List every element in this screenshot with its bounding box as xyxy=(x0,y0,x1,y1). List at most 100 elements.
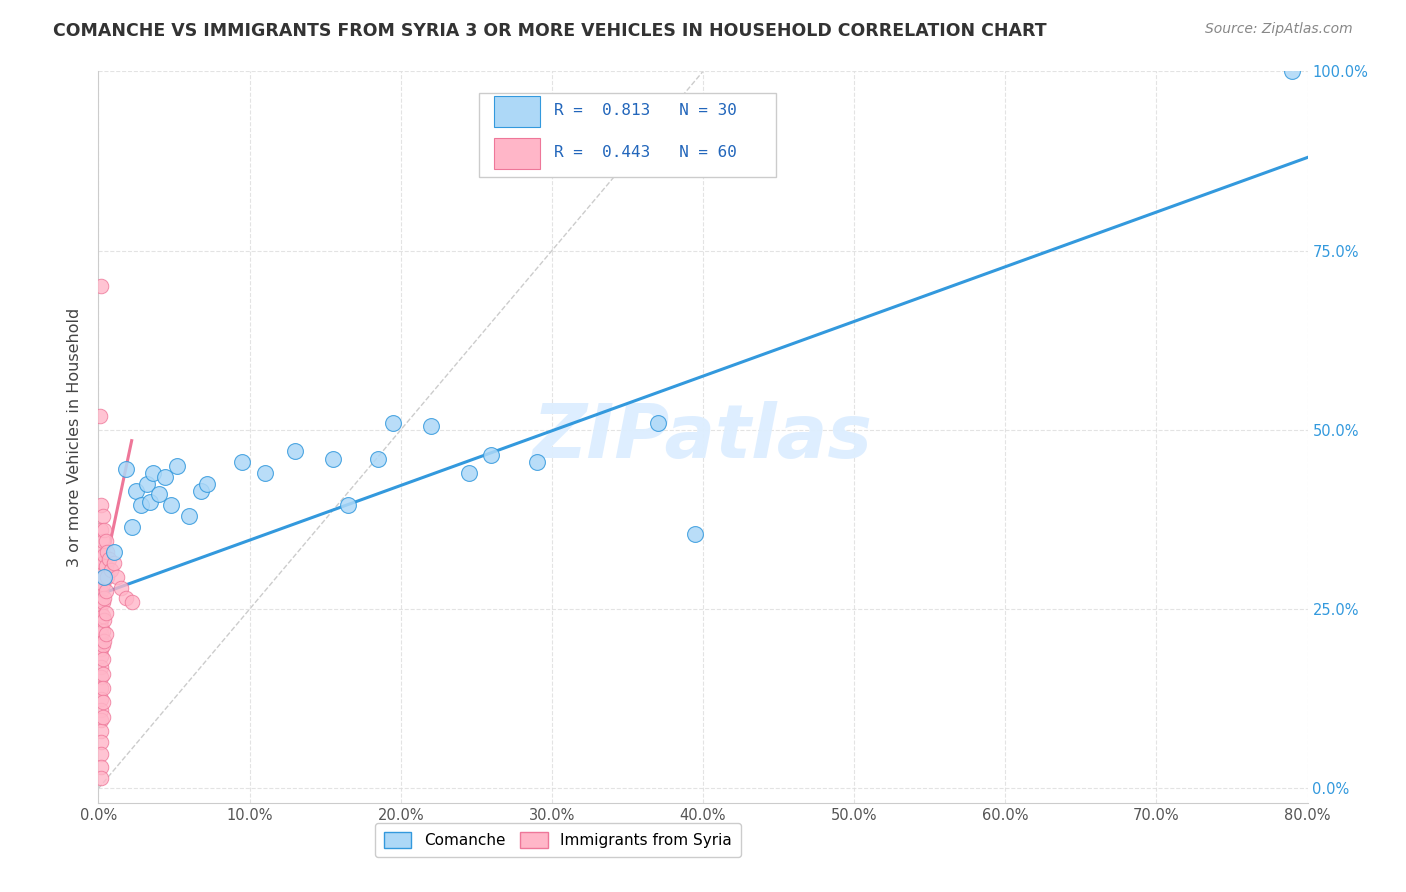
Y-axis label: 3 or more Vehicles in Household: 3 or more Vehicles in Household xyxy=(67,308,83,566)
Point xyxy=(96,545,118,559)
Point xyxy=(90,760,112,774)
Point xyxy=(647,416,669,430)
Point xyxy=(253,466,276,480)
Point xyxy=(103,556,125,570)
Point xyxy=(90,498,112,512)
Point xyxy=(148,487,170,501)
Point xyxy=(685,527,707,541)
Point xyxy=(90,574,112,588)
Point xyxy=(135,476,157,491)
Point xyxy=(90,747,112,761)
Point xyxy=(142,466,165,480)
Point xyxy=(96,570,118,584)
Point xyxy=(231,455,253,469)
Point xyxy=(90,524,112,538)
Point xyxy=(91,710,114,724)
Point xyxy=(160,498,183,512)
Point xyxy=(94,534,117,549)
Point xyxy=(91,666,114,681)
Point xyxy=(121,595,143,609)
Point xyxy=(322,451,344,466)
Point xyxy=(457,466,479,480)
Point xyxy=(91,508,114,523)
Text: R =  0.443   N = 60: R = 0.443 N = 60 xyxy=(554,145,737,160)
Point xyxy=(91,609,114,624)
Point xyxy=(93,613,115,627)
Point xyxy=(125,483,148,498)
Point xyxy=(367,451,389,466)
Point xyxy=(94,606,117,620)
FancyBboxPatch shape xyxy=(479,94,776,178)
Point xyxy=(91,577,114,591)
Point xyxy=(90,595,112,609)
Point xyxy=(139,494,162,508)
Text: Source: ZipAtlas.com: Source: ZipAtlas.com xyxy=(1205,22,1353,37)
Point xyxy=(91,595,114,609)
Point xyxy=(90,659,112,673)
Point xyxy=(94,584,117,599)
Point xyxy=(91,652,114,666)
Point xyxy=(93,634,115,648)
Text: R =  0.813   N = 30: R = 0.813 N = 30 xyxy=(554,103,737,118)
Point xyxy=(481,448,503,462)
Point xyxy=(90,627,112,641)
Point xyxy=(94,627,117,641)
Point xyxy=(90,279,112,293)
Point xyxy=(90,681,112,695)
Point xyxy=(91,556,114,570)
Point xyxy=(100,563,122,577)
Point xyxy=(93,524,115,538)
Point xyxy=(179,508,201,523)
Point xyxy=(90,634,112,648)
FancyBboxPatch shape xyxy=(494,95,540,127)
Point xyxy=(90,771,112,785)
Point xyxy=(91,624,114,638)
Point xyxy=(93,570,115,584)
Point xyxy=(90,714,112,728)
Point xyxy=(90,584,112,599)
Point xyxy=(90,559,112,574)
Point xyxy=(420,419,443,434)
Point xyxy=(90,724,112,739)
Point xyxy=(94,559,117,574)
Point xyxy=(166,458,188,473)
Text: COMANCHE VS IMMIGRANTS FROM SYRIA 3 OR MORE VEHICLES IN HOUSEHOLD CORRELATION CH: COMANCHE VS IMMIGRANTS FROM SYRIA 3 OR M… xyxy=(53,22,1047,40)
Point xyxy=(90,735,112,749)
Point xyxy=(93,591,115,606)
Point xyxy=(195,476,218,491)
Point xyxy=(382,416,405,430)
Point xyxy=(89,409,111,423)
Point xyxy=(90,670,112,684)
Point xyxy=(105,570,128,584)
Point xyxy=(129,498,152,512)
Point xyxy=(93,549,115,563)
Point xyxy=(90,691,112,706)
Point xyxy=(90,613,112,627)
Point xyxy=(90,702,112,716)
Point xyxy=(91,681,114,695)
Point xyxy=(91,534,114,549)
Point xyxy=(114,462,136,476)
Point xyxy=(153,469,176,483)
Point xyxy=(103,545,125,559)
Point xyxy=(110,581,132,595)
Point xyxy=(121,519,143,533)
Legend: Comanche, Immigrants from Syria: Comanche, Immigrants from Syria xyxy=(375,823,741,857)
Point xyxy=(90,545,112,559)
Point xyxy=(90,620,112,634)
Point xyxy=(1281,64,1303,78)
Point xyxy=(90,641,112,656)
Point xyxy=(114,591,136,606)
Point xyxy=(91,695,114,709)
Point xyxy=(90,606,112,620)
Point xyxy=(526,455,548,469)
Point xyxy=(98,552,121,566)
Point xyxy=(284,444,307,458)
Point xyxy=(190,483,212,498)
Point xyxy=(93,570,115,584)
Text: ZIPatlas: ZIPatlas xyxy=(533,401,873,474)
Point xyxy=(90,648,112,663)
FancyBboxPatch shape xyxy=(494,138,540,169)
Point xyxy=(336,498,359,512)
Point xyxy=(91,638,114,652)
